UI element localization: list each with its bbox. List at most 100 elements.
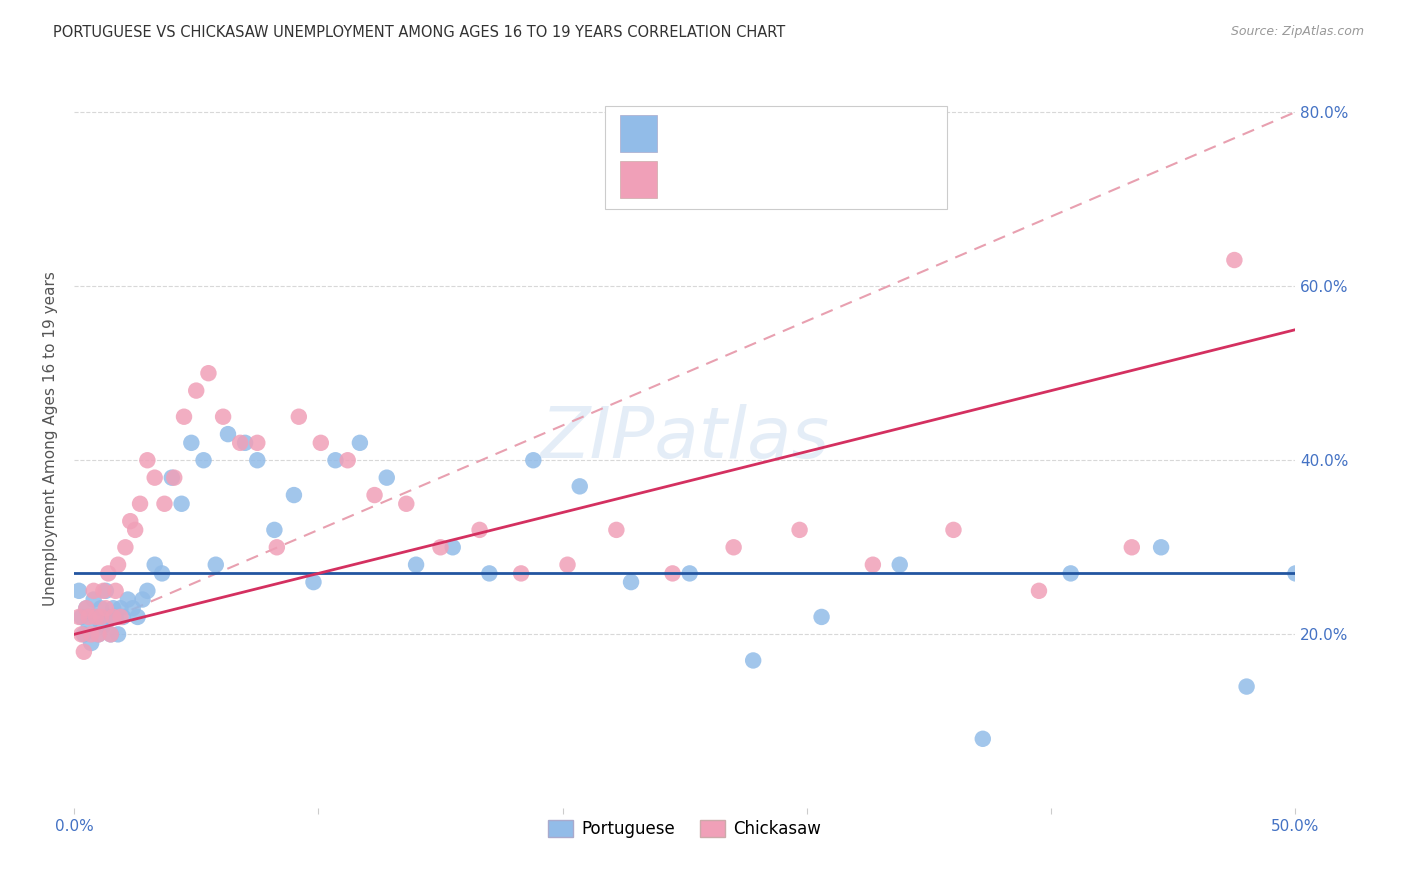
Point: [94, 583, 117, 598]
Point: [283, 488, 305, 502]
Point: [83, 583, 105, 598]
Point: [70, 627, 93, 641]
Text: Source: ZipAtlas.com: Source: ZipAtlas.com: [1230, 25, 1364, 38]
Text: N =: N =: [803, 125, 851, 143]
Point: [288, 409, 311, 424]
Point: [363, 488, 385, 502]
Legend: Portuguese, Chickasaw: Portuguese, Chickasaw: [541, 813, 828, 845]
Point: [101, 610, 124, 624]
Point: [73, 645, 96, 659]
Point: [97, 610, 120, 624]
Point: [90, 601, 112, 615]
Point: [468, 523, 491, 537]
Point: [1284, 566, 1306, 581]
Point: [336, 453, 359, 467]
Point: [309, 435, 332, 450]
Point: [153, 497, 176, 511]
Point: [75, 601, 97, 615]
Point: [217, 427, 239, 442]
Point: [67, 610, 90, 624]
Point: [114, 541, 136, 555]
Point: [107, 627, 129, 641]
Point: [173, 409, 195, 424]
Point: [889, 558, 911, 572]
Point: [120, 514, 142, 528]
Point: [522, 453, 544, 467]
Point: [1060, 566, 1083, 581]
Point: [83, 592, 105, 607]
Point: [478, 566, 501, 581]
Point: [143, 470, 166, 484]
Point: [110, 601, 132, 615]
Point: [93, 618, 115, 632]
Point: [131, 592, 153, 607]
Point: [1333, 253, 1355, 268]
FancyBboxPatch shape: [620, 161, 657, 198]
Point: [70, 610, 93, 624]
Point: [742, 653, 765, 667]
Point: [121, 601, 143, 615]
Point: [1028, 583, 1050, 598]
Point: [441, 541, 464, 555]
Point: [77, 610, 100, 624]
Text: 55: 55: [870, 125, 893, 143]
Point: [375, 470, 398, 484]
Point: [67, 583, 90, 598]
Point: [160, 470, 183, 484]
Point: [1150, 541, 1173, 555]
Point: [87, 627, 110, 641]
Point: [395, 497, 418, 511]
Point: [90, 610, 112, 624]
Text: PORTUGUESE VS CHICKASAW UNEMPLOYMENT AMONG AGES 16 TO 19 YEARS CORRELATION CHART: PORTUGUESE VS CHICKASAW UNEMPLOYMENT AMO…: [53, 25, 786, 40]
Point: [266, 541, 288, 555]
Point: [1223, 253, 1246, 268]
Point: [620, 575, 643, 590]
Point: [136, 583, 159, 598]
Point: [405, 558, 427, 572]
Point: [129, 497, 152, 511]
Point: [84, 610, 107, 624]
Point: [186, 384, 208, 398]
Point: [104, 610, 127, 624]
Point: [127, 610, 149, 624]
Point: [193, 453, 215, 467]
Point: [73, 627, 96, 641]
Point: [212, 409, 235, 424]
Point: [77, 618, 100, 632]
Point: [170, 497, 193, 511]
Point: [679, 566, 702, 581]
Point: [75, 601, 97, 615]
Point: [111, 610, 134, 624]
Point: [97, 566, 120, 581]
Point: [246, 453, 269, 467]
Point: [87, 627, 110, 641]
Point: [84, 610, 107, 624]
Point: [789, 523, 811, 537]
Point: [204, 558, 226, 572]
Text: R =: R =: [669, 125, 704, 143]
Text: N =: N =: [803, 170, 851, 188]
Point: [100, 627, 122, 641]
Text: 0.346: 0.346: [717, 170, 770, 188]
Point: [229, 435, 252, 450]
Point: [150, 566, 173, 581]
Point: [349, 435, 371, 450]
Point: [136, 453, 159, 467]
Point: [557, 558, 579, 572]
Point: [107, 558, 129, 572]
Point: [661, 566, 683, 581]
Point: [302, 575, 325, 590]
Point: [104, 583, 127, 598]
Text: 0.004: 0.004: [717, 125, 770, 143]
FancyBboxPatch shape: [620, 115, 657, 153]
Y-axis label: Unemployment Among Ages 16 to 19 years: Unemployment Among Ages 16 to 19 years: [44, 271, 58, 606]
FancyBboxPatch shape: [606, 105, 948, 209]
Point: [80, 636, 103, 650]
Point: [233, 435, 256, 450]
Point: [1236, 680, 1258, 694]
Point: [605, 523, 627, 537]
Point: [972, 731, 994, 746]
Point: [1121, 541, 1143, 555]
Point: [117, 592, 139, 607]
Point: [723, 541, 745, 555]
